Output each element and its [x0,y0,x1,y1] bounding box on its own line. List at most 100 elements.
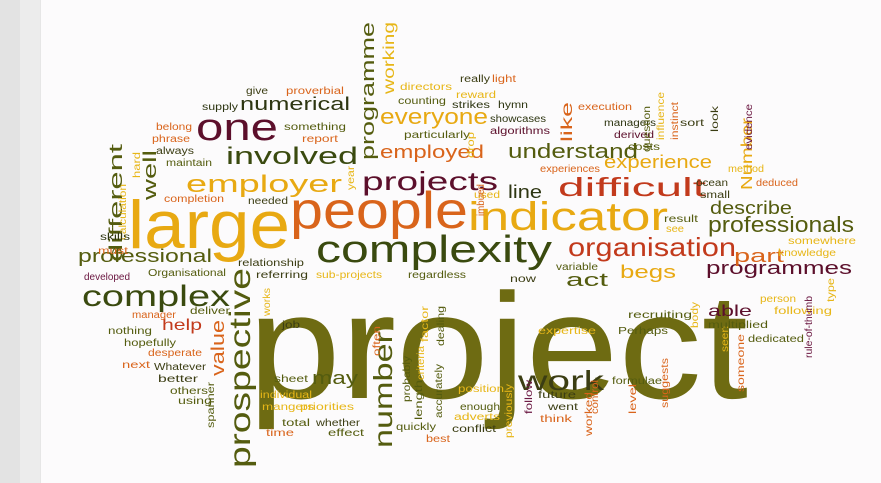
cloud-word: knowledge [778,248,837,259]
cloud-word: sort [680,118,704,129]
cloud-word: able [708,303,752,320]
cloud-word: projects [362,166,498,196]
cloud-word: must [98,246,128,257]
cloud-word: costs [628,142,660,153]
cloud-word: part [734,246,784,266]
cloud-word: value [208,320,228,376]
cloud-word: well [140,150,160,202]
cloud-word: project [248,262,748,430]
cloud-word: work [517,365,606,396]
cloud-word: always [156,146,194,157]
cloud-word: employer [186,171,342,198]
cloud-word: Number [739,117,756,190]
cloud-word: position [458,384,504,395]
left-margin-strip [0,0,20,483]
cloud-word: used [474,190,500,201]
cloud-word: hopefully [124,338,176,349]
cloud-word: Perhaps [618,326,668,337]
cloud-word: factor [420,305,431,342]
cloud-word: Whatever [154,362,207,373]
cloud-word: now [510,274,537,285]
cloud-word: ocean [696,178,728,189]
cloud-word: showcases [490,114,546,125]
cloud-word: supply [202,102,238,113]
cloud-word: professionals [708,212,854,237]
cloud-word: body [690,302,701,328]
cloud-word: next [122,360,150,371]
cloud-word: belong [156,122,192,133]
cloud-word: desperate [148,348,203,359]
cloud-word: priorities [300,402,354,413]
cloud-word: mangers [262,402,314,413]
cloud-word: imbued [476,184,487,216]
cloud-word: phrase [152,134,191,145]
cloud-word: enough [460,402,500,413]
cloud-word: individual [260,390,312,401]
cloud-word: directors [400,82,452,93]
cloud-word: suggests [660,358,671,408]
cloud-word: influence [656,91,667,140]
cloud-word: somewhere [788,236,857,247]
cloud-word: sub-projects [316,270,382,281]
cloud-word: sheet [274,374,308,385]
cloud-word: type [826,277,837,302]
cloud-word: job [281,320,301,331]
cloud-word: works [262,288,273,317]
cloud-word: like [559,102,576,142]
cloud-word: working [381,22,398,95]
cloud-word: complex [82,280,230,313]
cloud-word: begs [620,262,676,282]
cloud-word: previously [504,384,515,438]
cloud-word: line [508,182,542,202]
cloud-word: recruiting [628,310,692,321]
cloud-word: control [590,380,601,414]
cloud-word: organisation [568,232,736,262]
cloud-word: something [284,122,346,133]
cloud-word: particularly [404,130,470,141]
cloud-word: report [302,134,338,145]
cloud-word: professional [78,246,212,266]
word-cloud-card [40,0,881,483]
cloud-word: programmes [706,258,852,278]
cloud-word: proverbial [286,86,344,97]
cloud-word: others [170,386,208,397]
cloud-word: think [540,414,574,425]
cloud-word: following [774,306,832,317]
cloud-word: deliver [190,306,231,317]
cloud-word: execution [578,102,632,113]
cloud-word: best [426,434,450,445]
cloud-word: nothing [108,326,152,337]
cloud-word: skills [100,232,130,243]
cloud-word: programme [358,22,378,160]
cloud-word: formulae [612,376,663,387]
cloud-word: experiences [540,164,600,175]
cloud-word: dealing [436,306,447,346]
cloud-word: conflict [452,424,496,435]
cloud-word: effect [328,428,364,439]
cloud-word: reward [456,90,496,101]
cloud-word: understand [508,141,638,163]
cloud-word: time [266,428,295,439]
cloud-word: managers [604,118,656,129]
cloud-word: future [538,390,577,401]
cloud-word: total [282,418,310,429]
cloud-word: one [196,107,278,149]
cloud-word: referring [256,270,308,281]
cloud-word: drop [466,131,477,158]
cloud-word: needed [248,196,288,207]
cloud-word: level [628,384,639,414]
cloud-word: using [178,396,212,407]
cloud-word: involved [226,143,358,170]
cloud-word: relationship [238,258,305,269]
cloud-word: may [312,368,358,388]
cloud-word: regardless [408,270,466,281]
cloud-word: rule-of-thumb [804,296,815,358]
cloud-word: someone [736,333,747,392]
cloud-word: prospective [224,268,257,468]
cloud-word: person [760,294,796,305]
cloud-word: number [368,332,398,448]
cloud-word: people [290,182,468,240]
cloud-word: experience [604,152,712,172]
